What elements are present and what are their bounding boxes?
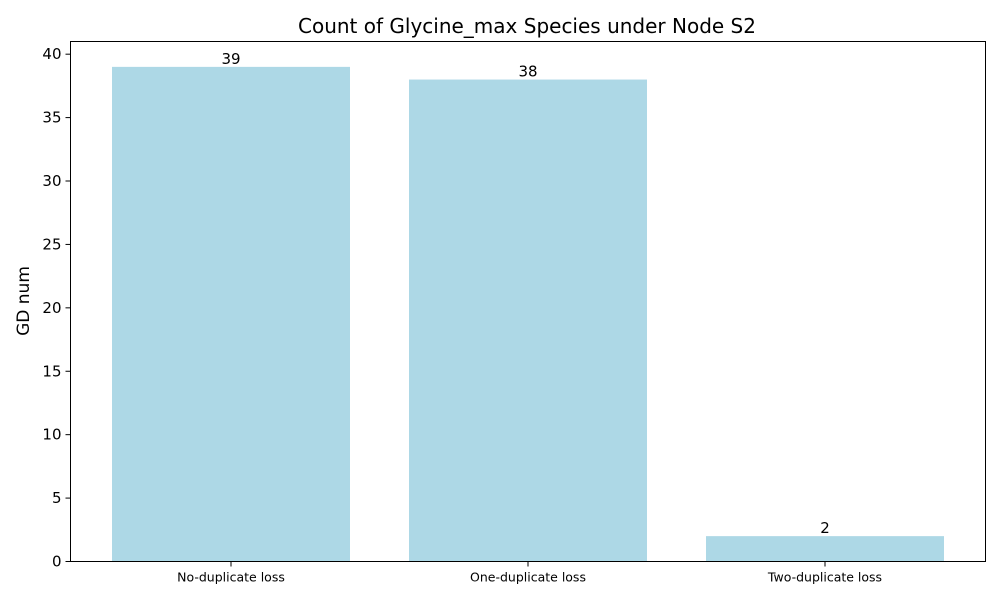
y-tick-label: 40 bbox=[42, 45, 61, 63]
y-tick-label: 10 bbox=[42, 426, 61, 444]
y-tick-label: 25 bbox=[42, 235, 61, 253]
plot-area: 39 No-duplicate loss 38 One-duplicate loss 2… bbox=[42, 45, 944, 585]
x-tick-label: No-duplicate loss bbox=[177, 570, 285, 585]
bar-value-label: 2 bbox=[820, 519, 830, 537]
y-tick-label: 20 bbox=[42, 299, 61, 317]
y-tick-label: 5 bbox=[52, 489, 62, 507]
bar-two-duplicate-loss bbox=[706, 536, 944, 562]
y-axis-label: GD num bbox=[14, 266, 34, 336]
y-tick-label: 15 bbox=[42, 362, 61, 380]
x-tick-label: One-duplicate loss bbox=[470, 570, 586, 585]
bar-value-label: 39 bbox=[221, 50, 240, 68]
x-tick-label: Two-duplicate loss bbox=[767, 570, 882, 585]
y-tick-label: 30 bbox=[42, 172, 61, 190]
y-tick-label: 35 bbox=[42, 109, 61, 127]
chart-title: Count of Glycine_max Species under Node … bbox=[298, 14, 756, 38]
y-tick-label: 0 bbox=[52, 553, 62, 571]
bar-value-label: 38 bbox=[518, 63, 537, 81]
bar-one-duplicate-loss bbox=[409, 79, 647, 562]
plot-frame bbox=[70, 41, 986, 562]
bar-no-duplicate-loss bbox=[112, 66, 350, 562]
